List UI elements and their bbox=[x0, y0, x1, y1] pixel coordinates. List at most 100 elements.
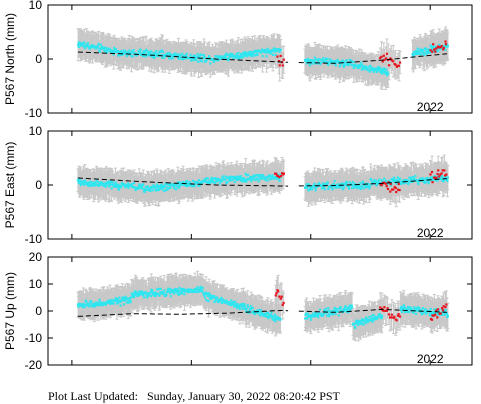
data-point bbox=[271, 50, 274, 53]
data-point bbox=[386, 74, 389, 77]
data-point bbox=[132, 48, 135, 52]
data-point bbox=[438, 43, 441, 46]
data-point bbox=[347, 64, 350, 67]
data-point bbox=[207, 55, 211, 58]
data-point bbox=[265, 55, 268, 58]
data-point bbox=[305, 62, 308, 65]
data-point bbox=[268, 49, 271, 52]
recent-point bbox=[434, 50, 437, 53]
data-point bbox=[264, 49, 268, 52]
data-point bbox=[229, 52, 232, 55]
data-point bbox=[360, 68, 364, 71]
recent-point bbox=[396, 64, 399, 67]
data-point bbox=[316, 58, 319, 61]
recent-point bbox=[380, 55, 383, 58]
data-point bbox=[379, 67, 382, 70]
data-point bbox=[310, 58, 313, 62]
data-point bbox=[424, 47, 427, 50]
y-tick-label: 0 bbox=[35, 52, 42, 66]
data-point bbox=[384, 72, 387, 75]
data-point bbox=[348, 58, 351, 61]
data-point bbox=[266, 47, 269, 50]
data-point bbox=[251, 55, 254, 58]
data-point bbox=[243, 50, 246, 54]
data-point bbox=[318, 58, 321, 61]
recent-point bbox=[383, 58, 386, 61]
data-point bbox=[233, 56, 236, 59]
data-point bbox=[217, 58, 220, 61]
data-point bbox=[381, 71, 384, 74]
data-point bbox=[381, 69, 385, 72]
data-point bbox=[416, 47, 419, 50]
data-point bbox=[236, 54, 239, 57]
recent-point bbox=[444, 40, 447, 43]
data-point bbox=[425, 52, 428, 55]
data-point bbox=[167, 54, 170, 57]
data-point bbox=[338, 65, 341, 68]
recent-point bbox=[398, 61, 402, 64]
data-point bbox=[265, 51, 269, 54]
data-point bbox=[142, 50, 145, 53]
data-layer bbox=[76, 26, 450, 91]
data-point bbox=[109, 48, 112, 52]
data-point bbox=[77, 43, 80, 46]
data-point bbox=[169, 57, 173, 60]
data-point bbox=[382, 67, 386, 70]
data-point bbox=[169, 53, 172, 56]
error-bars bbox=[76, 26, 450, 91]
data-point bbox=[261, 55, 264, 58]
data-point bbox=[349, 61, 352, 65]
data-point bbox=[383, 70, 386, 73]
recent-point bbox=[434, 47, 438, 50]
data-point bbox=[139, 50, 142, 53]
data-point bbox=[362, 65, 365, 68]
data-point bbox=[237, 57, 240, 60]
data-point bbox=[307, 58, 311, 62]
data-point bbox=[223, 57, 226, 60]
data-point bbox=[184, 57, 187, 60]
data-point bbox=[430, 46, 433, 50]
data-point bbox=[237, 51, 240, 55]
data-point bbox=[334, 64, 337, 67]
data-point bbox=[168, 57, 171, 60]
data-point bbox=[362, 66, 365, 69]
data-point bbox=[148, 54, 151, 57]
data-point bbox=[241, 55, 244, 59]
data-point bbox=[132, 51, 135, 54]
data-point bbox=[143, 51, 146, 55]
recent-point bbox=[279, 54, 282, 58]
data-point bbox=[343, 64, 346, 67]
data-point bbox=[92, 44, 95, 47]
data-point bbox=[352, 66, 355, 69]
data-point bbox=[373, 67, 376, 70]
data-point bbox=[153, 55, 156, 58]
data-point bbox=[248, 53, 251, 56]
data-point bbox=[378, 66, 381, 69]
recent-point bbox=[438, 46, 441, 49]
data-point bbox=[358, 64, 361, 67]
data-point bbox=[90, 44, 94, 47]
data-point bbox=[319, 62, 322, 65]
data-point bbox=[144, 55, 147, 58]
data-point bbox=[260, 49, 263, 53]
data-point bbox=[200, 53, 203, 56]
data-point bbox=[130, 55, 133, 58]
data-point bbox=[168, 51, 171, 55]
data-point bbox=[276, 49, 279, 52]
recent-point bbox=[379, 56, 382, 60]
data-point bbox=[254, 54, 257, 57]
data-point bbox=[350, 59, 353, 62]
data-point bbox=[108, 47, 111, 50]
data-point bbox=[141, 55, 144, 58]
data-points bbox=[77, 40, 450, 77]
data-point bbox=[273, 50, 276, 53]
data-point bbox=[195, 56, 198, 59]
data-point bbox=[273, 47, 276, 50]
data-point bbox=[421, 50, 424, 53]
data-point bbox=[387, 72, 390, 75]
data-point bbox=[87, 45, 90, 48]
data-point bbox=[385, 68, 388, 71]
data-point bbox=[159, 50, 162, 53]
